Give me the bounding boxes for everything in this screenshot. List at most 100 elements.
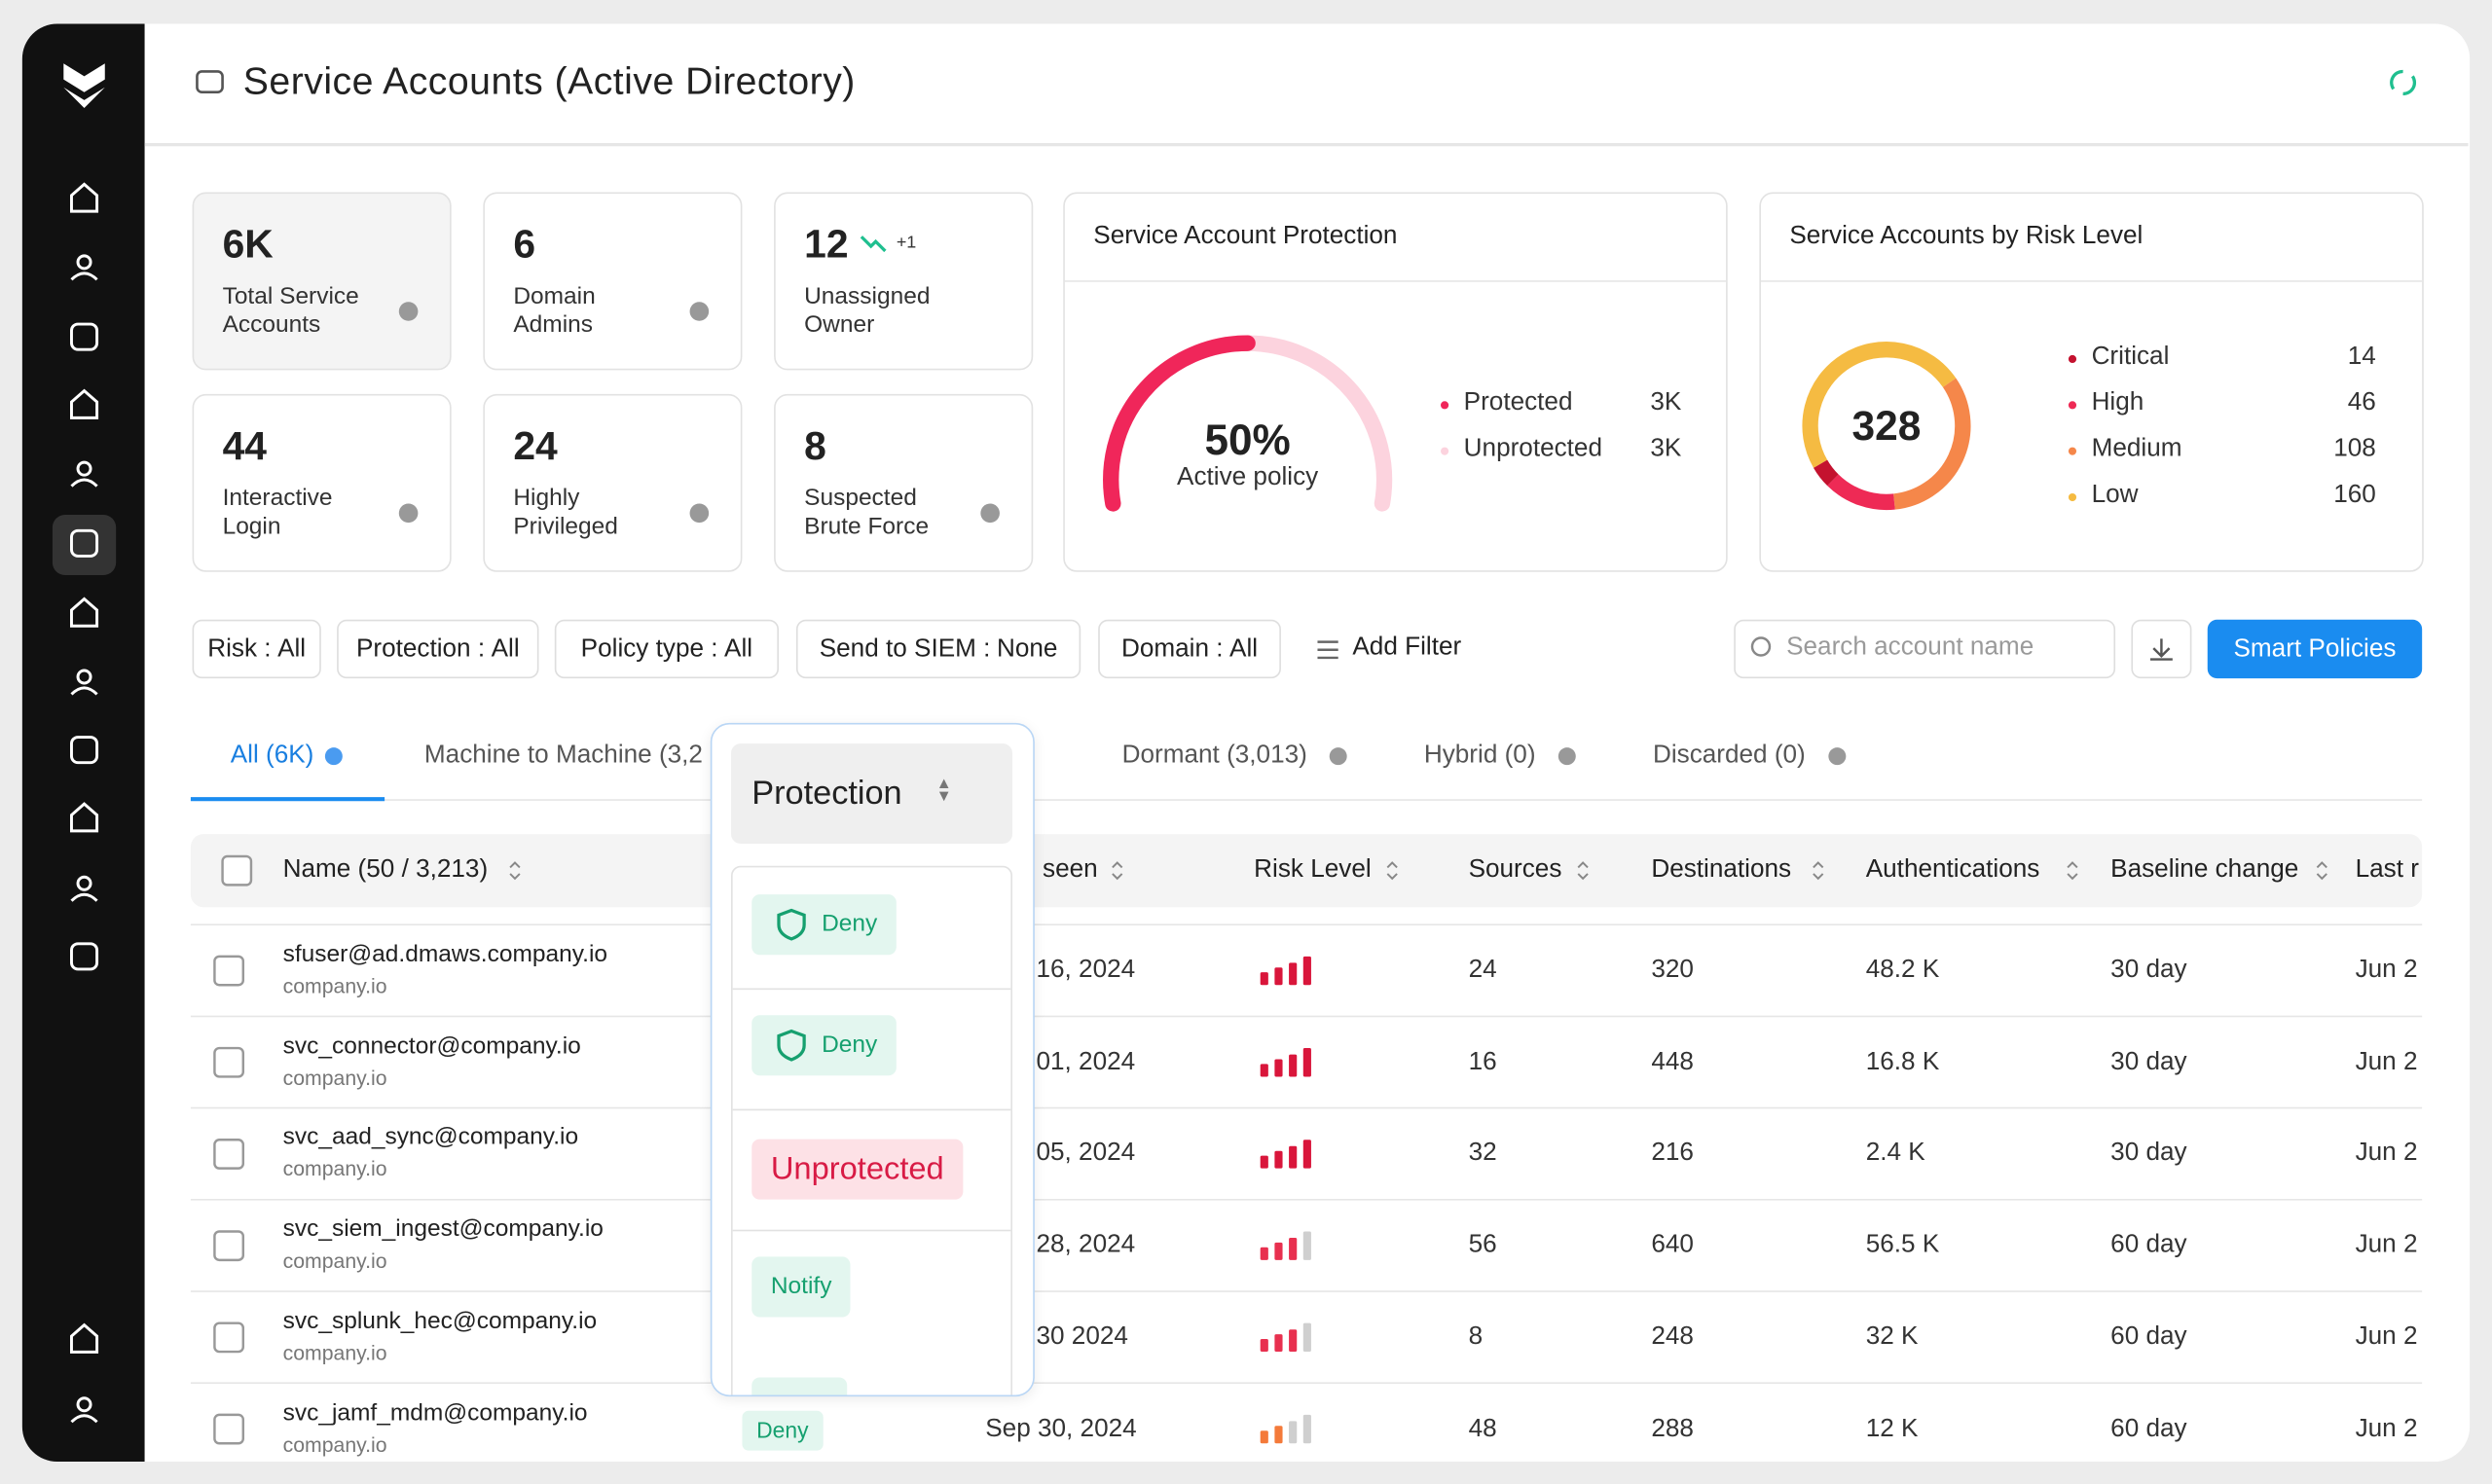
- stat-card: [192, 192, 452, 371]
- tab[interactable]: All (6K): [230, 742, 314, 770]
- column-header[interactable]: Name (50 / 3,213): [282, 855, 489, 884]
- account-domain: company.io: [282, 1249, 387, 1273]
- column-header[interactable]: Authentications: [1865, 855, 2040, 884]
- legend-name: High: [2091, 388, 2144, 416]
- shield: [777, 908, 806, 941]
- cell-last: Jun 2: [2355, 1231, 2418, 1259]
- popup-option[interactable]: Deny: [751, 894, 897, 956]
- nav-icon[interactable]: [69, 182, 99, 213]
- gauge-value: 50%: [1204, 416, 1291, 464]
- legend-value: 3K: [1650, 435, 1682, 463]
- legend-name: Unprotected: [1463, 435, 1602, 463]
- checkbox: [213, 1139, 245, 1170]
- popup-divider: [732, 1108, 1011, 1111]
- cell-last: Jun 2: [2355, 1140, 2418, 1168]
- last-seen: Sep 30, 2024: [985, 1414, 1137, 1442]
- filter-chip[interactable]: Policy type : All: [554, 619, 779, 679]
- nav-icon[interactable]: [69, 322, 99, 351]
- filter-value: All: [491, 635, 520, 663]
- icon-shape: [70, 892, 98, 902]
- column-header[interactable]: Risk Level: [1254, 855, 1372, 884]
- column-header[interactable]: Baseline change: [2110, 855, 2299, 884]
- risk-bar: [1302, 956, 1311, 986]
- popup-option[interactable]: Deny: [751, 1015, 897, 1076]
- cell-baseline: 30 day: [2110, 1048, 2187, 1075]
- nav-icon[interactable]: [70, 254, 98, 281]
- risk-bar: [1274, 1426, 1283, 1444]
- tab[interactable]: Dormant (3,013): [1121, 742, 1307, 770]
- stat-value: 6: [513, 222, 536, 268]
- shield: [777, 1029, 806, 1062]
- nav-icon[interactable]: [69, 1322, 99, 1354]
- legend-value: 108: [2333, 435, 2376, 463]
- nav-icon[interactable]: [70, 1396, 98, 1424]
- cell-sources: 24: [1468, 956, 1497, 984]
- column-header[interactable]: Destinations: [1651, 855, 1792, 884]
- cell-authentications: 16.8 K: [1865, 1048, 1940, 1075]
- nav-icon[interactable]: [70, 460, 98, 488]
- nav-icon[interactable]: [69, 802, 99, 833]
- risk-bar: [1260, 1064, 1268, 1077]
- header-icon: [196, 70, 224, 93]
- info-icon: [980, 503, 1000, 524]
- protection-popup[interactable]: Protection ▲ ▼ Deny Deny Unprotected Notify: [710, 722, 1035, 1397]
- nav-icon[interactable]: [70, 669, 98, 696]
- tab[interactable]: Machine to Machine (3,2: [423, 742, 703, 770]
- icon-shape: [69, 528, 99, 558]
- risk-bar: [1302, 1231, 1311, 1260]
- cell-destinations: 448: [1651, 1048, 1694, 1075]
- popup-option[interactable]: Notify: [751, 1256, 852, 1318]
- last-seen: 30 2024: [1036, 1322, 1128, 1351]
- stat-label: Domain: [513, 282, 596, 310]
- download-button[interactable]: [2131, 619, 2192, 679]
- stat-value: 44: [222, 423, 267, 469]
- popup-option[interactable]: Unprotected: [751, 1139, 964, 1200]
- column-header[interactable]: Last r: [2355, 855, 2419, 884]
- column-header[interactable]: seen: [1043, 855, 1098, 884]
- filter-chip[interactable]: Risk : All: [192, 619, 321, 679]
- nav-icon[interactable]: [70, 875, 98, 902]
- legend-value: 160: [2333, 481, 2376, 509]
- add-filter[interactable]: Add Filter: [1352, 633, 1462, 662]
- cell-baseline: 60 day: [2110, 1322, 2187, 1351]
- cell-destinations: 216: [1651, 1140, 1694, 1168]
- popup-option-label: Unprotected: [770, 1151, 944, 1187]
- risk-bar: [1260, 1430, 1268, 1444]
- nav-icon[interactable]: [69, 528, 99, 558]
- popup-header[interactable]: Protection ▲ ▼: [731, 743, 1012, 844]
- account-name: svc_jamf_mdm@company.io: [282, 1398, 588, 1427]
- gauge-caption: Active policy: [1177, 463, 1319, 491]
- nav-icon[interactable]: [69, 942, 99, 971]
- info-icon: [689, 302, 710, 321]
- account-name: sfuser@ad.dmaws.company.io: [282, 940, 608, 968]
- search-box[interactable]: [1734, 619, 2116, 679]
- filter-chip[interactable]: Send to SIEM : None: [795, 619, 1081, 679]
- cell-authentications: 48.2 K: [1865, 956, 1940, 984]
- icon-shape: [70, 1414, 98, 1424]
- refresh-icon: [2390, 69, 2416, 95]
- popup-divider: [732, 988, 1011, 991]
- nav-icon[interactable]: [69, 388, 99, 419]
- filter-label: Policy type :: [580, 635, 718, 663]
- nav-icon[interactable]: [69, 736, 99, 765]
- risk-bar: [1274, 1242, 1283, 1260]
- filter-chip[interactable]: Domain : All: [1098, 619, 1281, 679]
- info-icon: [1828, 747, 1847, 766]
- cell-last: Jun 2: [2355, 1048, 2418, 1075]
- info-icon: [324, 747, 343, 766]
- tab[interactable]: Hybrid (0): [1423, 742, 1536, 770]
- risk-bar: [1289, 1421, 1298, 1444]
- stat-label: Brute Force: [804, 513, 930, 541]
- tab[interactable]: Discarded (0): [1652, 742, 1806, 770]
- smart-policies-button[interactable]: Smart Policies: [2207, 619, 2423, 679]
- last-seen: 01, 2024: [1036, 1048, 1136, 1075]
- nav-icon[interactable]: [69, 597, 99, 628]
- cell-destinations: 320: [1651, 956, 1694, 984]
- filter-chip[interactable]: Protection : All: [337, 619, 539, 679]
- risk-bar: [1260, 1338, 1268, 1353]
- column-header[interactable]: Sources: [1468, 855, 1562, 884]
- stat-label: Accounts: [222, 311, 321, 339]
- search-icon: [1750, 636, 1772, 657]
- protection-badge: Deny: [742, 1409, 824, 1450]
- account-domain: company.io: [282, 1431, 387, 1457]
